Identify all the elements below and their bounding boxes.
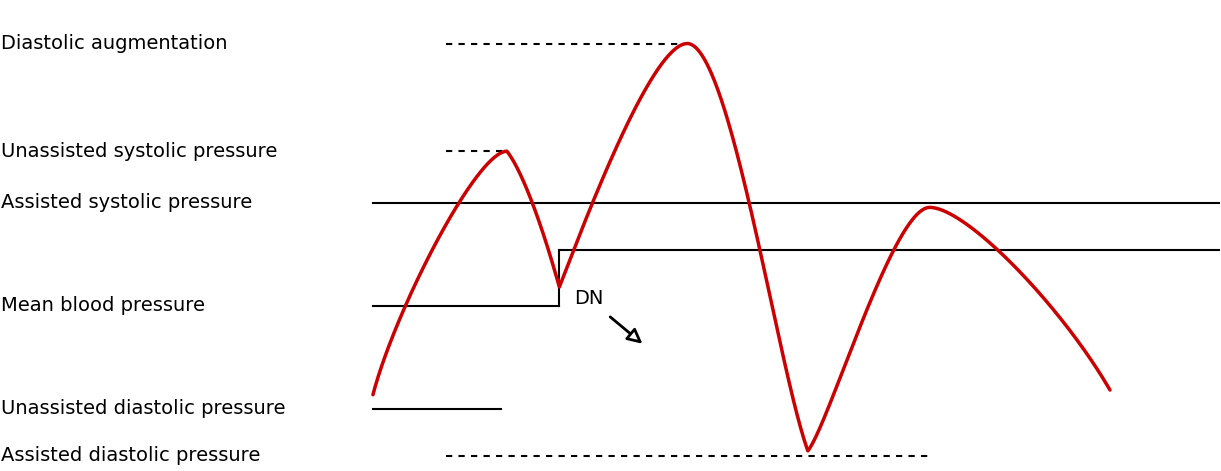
Text: Assisted systolic pressure: Assisted systolic pressure xyxy=(1,193,253,212)
Text: Diastolic augmentation: Diastolic augmentation xyxy=(1,34,228,53)
Text: Assisted diastolic pressure: Assisted diastolic pressure xyxy=(1,446,261,465)
Text: Unassisted systolic pressure: Unassisted systolic pressure xyxy=(1,142,277,161)
Text: Unassisted diastolic pressure: Unassisted diastolic pressure xyxy=(1,399,286,418)
Text: DN: DN xyxy=(574,289,603,308)
Text: Mean blood pressure: Mean blood pressure xyxy=(1,296,205,315)
